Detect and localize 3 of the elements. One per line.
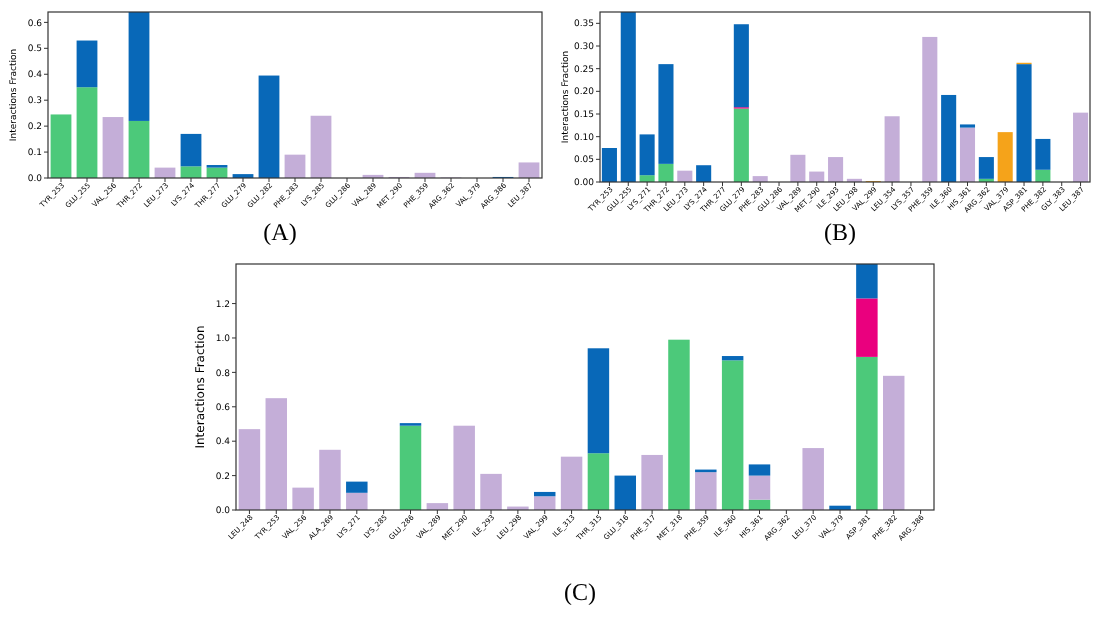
text: (C) <box>564 578 596 606</box>
text: (B) <box>824 218 856 246</box>
text: (A) <box>263 218 297 246</box>
